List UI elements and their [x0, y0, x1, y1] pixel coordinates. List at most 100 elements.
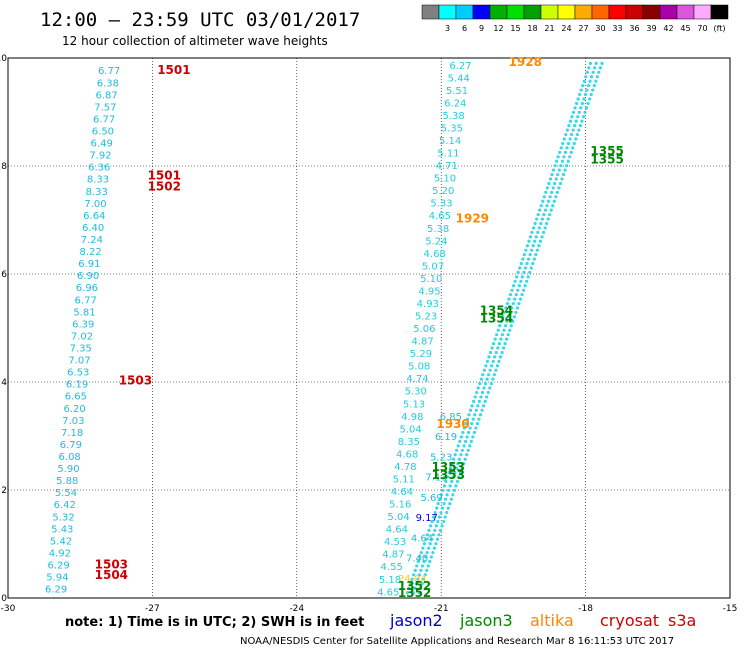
- swh-point: [537, 244, 541, 248]
- swh-point: [468, 444, 472, 448]
- swh-value: 4.55: [381, 562, 403, 573]
- swh-point: [506, 315, 511, 319]
- grid-lines: [8, 58, 730, 598]
- swh-point: [458, 470, 463, 475]
- swh-point: [497, 359, 501, 363]
- swh-point: [490, 346, 494, 350]
- swh-point: [428, 524, 433, 528]
- swh-value: 4.87: [382, 550, 404, 561]
- swh-point: [480, 408, 484, 412]
- swh-point: [573, 124, 577, 128]
- swh-point: [488, 368, 492, 372]
- y-tick-label: 2: [1, 486, 7, 496]
- swh-point: [457, 457, 461, 461]
- swh-point: [418, 586, 423, 590]
- swh-point: [565, 164, 569, 168]
- swh-point: [433, 528, 437, 532]
- swh-point: [556, 155, 560, 159]
- swh-point: [517, 284, 521, 288]
- swh-value: 6.42: [54, 500, 76, 511]
- swh-point: [428, 542, 432, 546]
- swh-point: [429, 555, 433, 559]
- swh-point: [521, 288, 526, 292]
- axis-ticks: -30 -27 -24 -21 -18 -15 0 2 4 6 8 10: [0, 54, 737, 614]
- swh-value: 4.92: [49, 548, 71, 559]
- swh-point: [470, 404, 474, 408]
- colorbar-swatch: [625, 4, 644, 20]
- swh-point: [435, 537, 440, 541]
- swh-point: [597, 70, 601, 74]
- swh-point: [542, 213, 546, 217]
- colorbar-unit: (ft): [713, 24, 725, 33]
- swh-value: 5.42: [50, 536, 72, 547]
- swh-point: [526, 275, 530, 279]
- swh-point: [455, 448, 459, 452]
- swh-point: [430, 537, 434, 541]
- swh-point: [479, 377, 483, 381]
- swh-value: 4.71: [436, 161, 458, 172]
- colorbar-label: 12: [493, 24, 503, 33]
- swh-point: [507, 297, 511, 301]
- swh-point: [550, 190, 554, 194]
- swh-point: [586, 84, 591, 88]
- satellite-name: jason3: [459, 611, 513, 630]
- swh-point: [582, 79, 586, 83]
- x-tick-label: -27: [145, 604, 160, 614]
- swh-point: [534, 253, 538, 257]
- swh-point: [425, 568, 429, 572]
- colorbar-swatch: [472, 4, 491, 20]
- swh-point: [465, 435, 469, 439]
- swh-point: [503, 324, 508, 328]
- swh-point: [416, 577, 420, 581]
- swh-value: 5.16: [389, 500, 411, 511]
- swh-point: [551, 168, 556, 172]
- swh-point: [558, 181, 563, 186]
- swh-point: [410, 577, 414, 581]
- swh-point: [533, 221, 537, 226]
- swh-value: 5.18: [379, 575, 401, 586]
- swh-point: [475, 390, 479, 395]
- swh-value: 5.14: [439, 136, 461, 147]
- swh-point: [488, 386, 492, 390]
- swh-point: [569, 150, 573, 154]
- swh-point: [586, 101, 590, 106]
- swh-value: 8.33: [87, 175, 109, 186]
- footer-credit: NOAA/NESDIS Center for Satellite Applica…: [240, 636, 674, 647]
- swh-point: [442, 519, 446, 524]
- swh-point: [449, 497, 453, 501]
- plot-frame: [7, 57, 731, 599]
- swh-point: [515, 275, 519, 279]
- swh-value: 5.04: [399, 424, 421, 435]
- swh-point: [473, 395, 477, 399]
- swh-point: [513, 297, 517, 301]
- swh-point: [514, 293, 518, 297]
- swh-point: [460, 448, 465, 452]
- swh-point: [462, 462, 466, 466]
- swh-point: [476, 386, 480, 390]
- swh-value: 6.79: [60, 440, 82, 451]
- swh-value: 6.39: [72, 319, 94, 330]
- swh-value: 4.98: [401, 412, 423, 423]
- swh-value: 5.10: [434, 174, 456, 185]
- colorbar-swatch: [489, 4, 508, 20]
- swh-point: [511, 319, 515, 323]
- swh-point: [485, 377, 489, 381]
- swh-point: [525, 244, 529, 248]
- swh-point: [568, 155, 572, 159]
- swh-point: [574, 119, 578, 123]
- swh-point: [592, 84, 596, 88]
- swh-point: [482, 368, 486, 372]
- swh-point: [518, 266, 522, 270]
- colorbar-swatch: [540, 4, 559, 20]
- swh-point: [493, 337, 497, 341]
- time-label: 1929: [456, 212, 489, 226]
- swh-point: [426, 564, 430, 568]
- swh-point: [422, 577, 426, 581]
- swh-point: [554, 195, 558, 199]
- swh-point: [502, 310, 506, 315]
- swh-point: [451, 475, 455, 479]
- swh-point: [510, 306, 514, 310]
- swh-point: [528, 253, 532, 257]
- swh-point: [505, 319, 509, 323]
